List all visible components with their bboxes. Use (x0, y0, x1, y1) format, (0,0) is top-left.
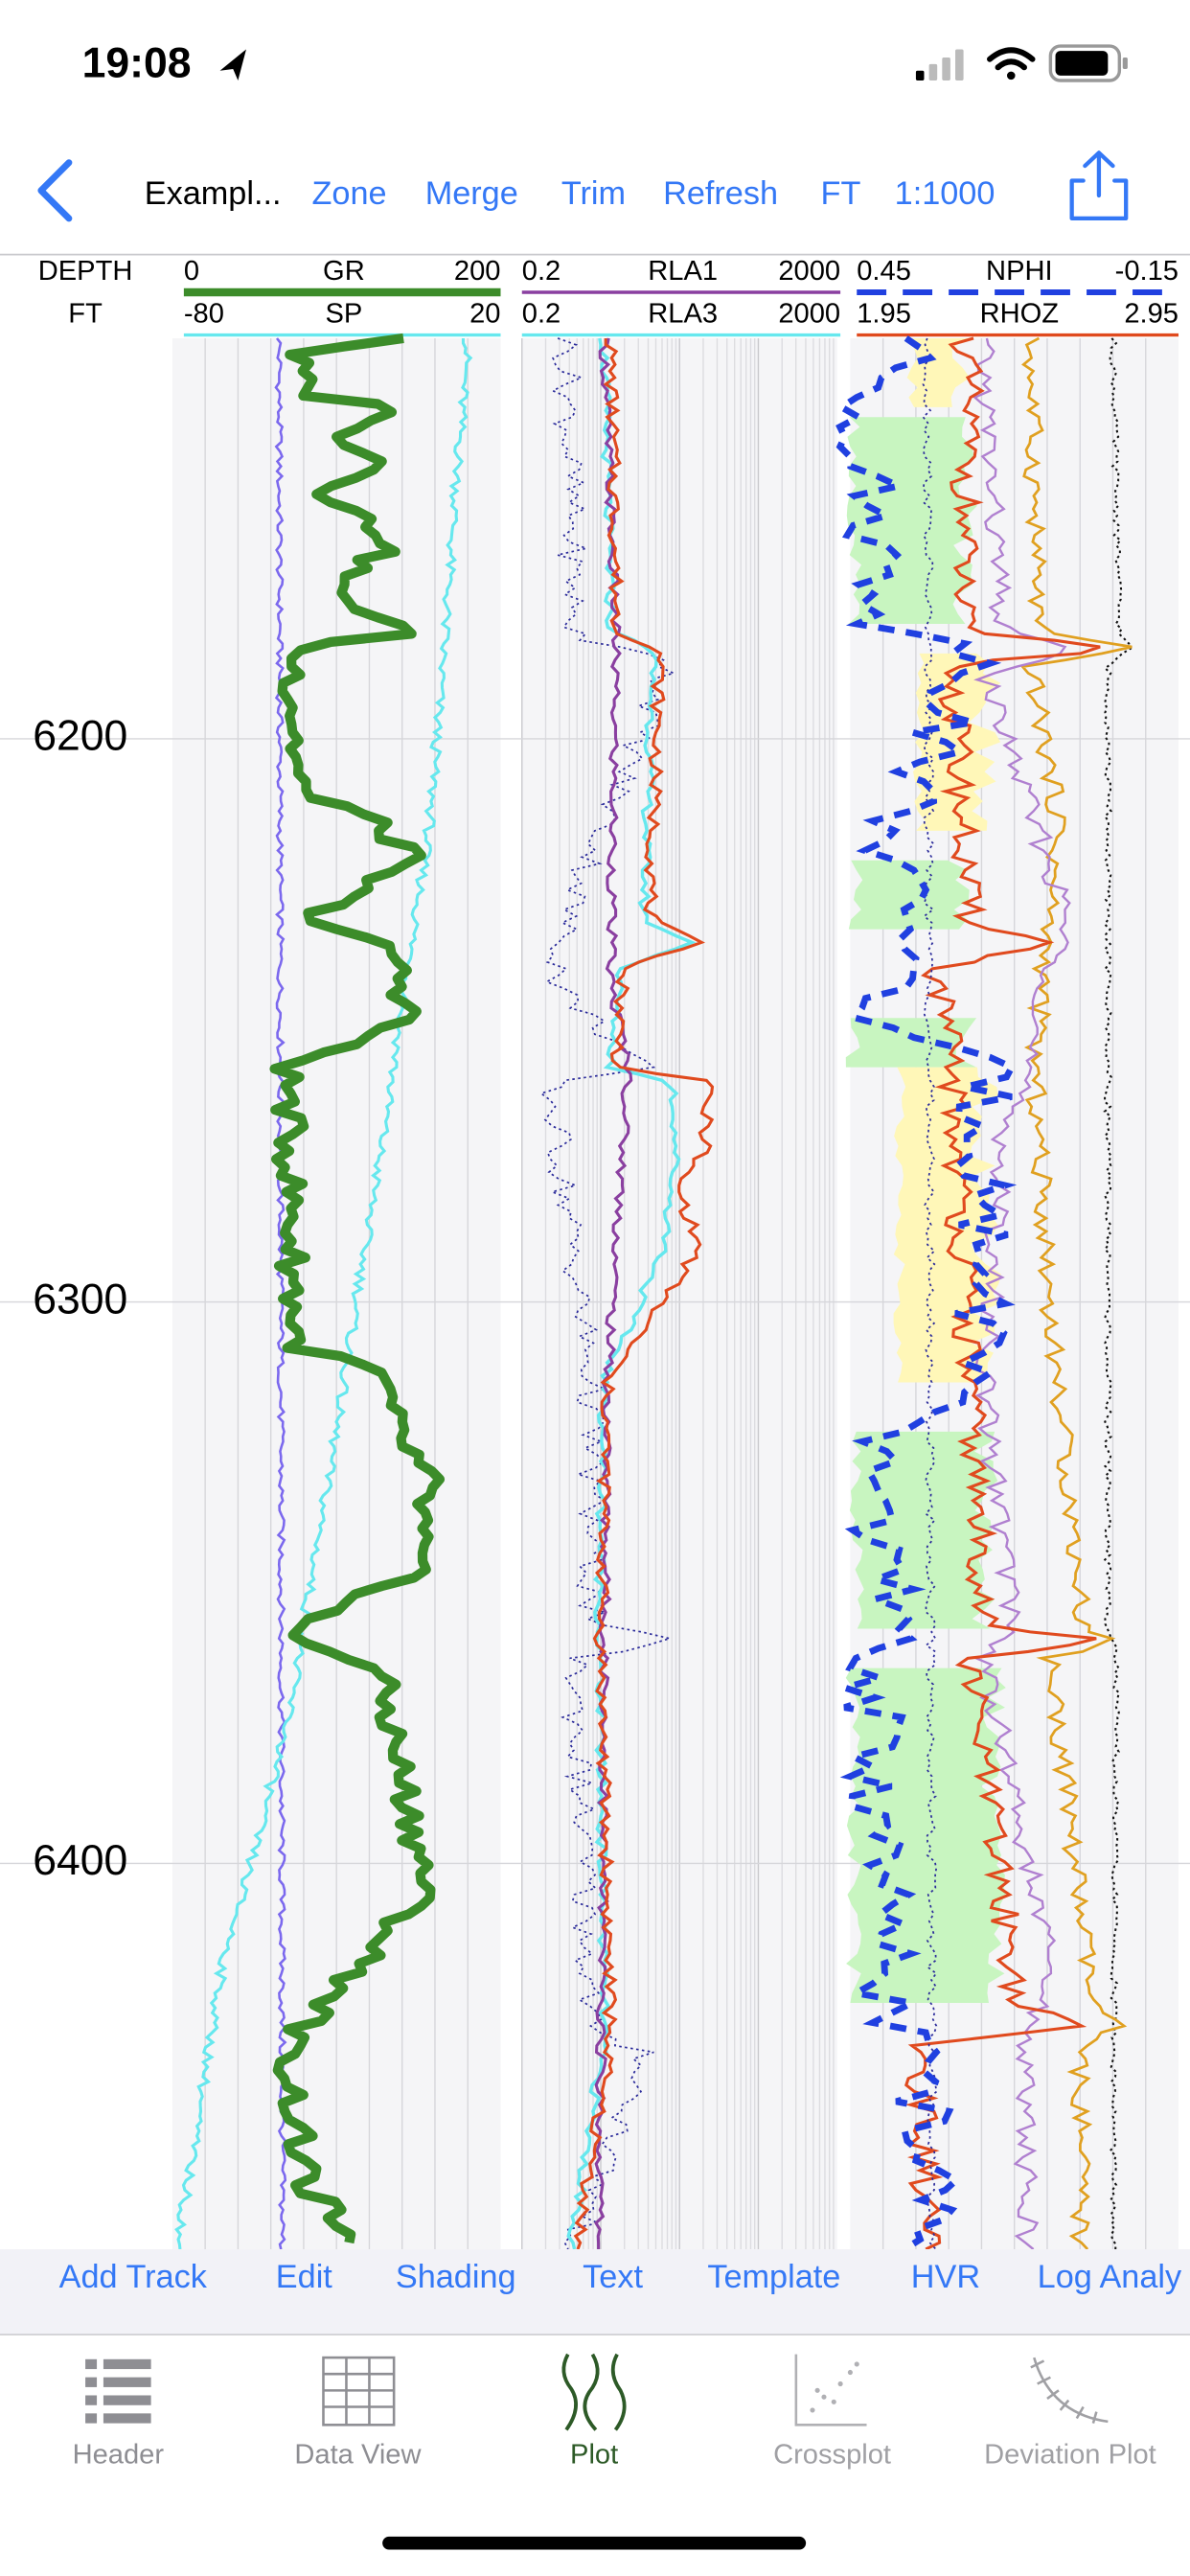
crossover-fill (845, 1018, 977, 1068)
scale-min: 0.45 (857, 256, 911, 287)
header-tab-icon[interactable] (85, 2358, 151, 2424)
curve-name: RLA1 (648, 256, 718, 287)
depth-label: 6300 (33, 1276, 127, 1322)
toolbar-button[interactable]: Shading (396, 2259, 516, 2295)
black-dotted-curve (1103, 337, 1133, 2250)
orange-curve (1019, 336, 1133, 2250)
rla1-curve (594, 337, 633, 2250)
depth-label: 6400 (33, 1837, 127, 1884)
rhoz-curve (904, 336, 1101, 2251)
home-indicator (382, 2536, 807, 2550)
scale-min: -80 (184, 299, 224, 330)
battery-icon (1048, 44, 1128, 82)
back-button[interactable] (37, 159, 73, 222)
plot-tab-icon[interactable] (561, 2353, 627, 2431)
toolbar-button[interactable]: Log Analy (1038, 2259, 1182, 2295)
toolbar-button[interactable]: Text (583, 2259, 643, 2295)
nphi-dotted-curve (922, 337, 938, 2250)
tab-label[interactable]: Deviation Plot (984, 2440, 1156, 2471)
gas-fill (912, 653, 1001, 831)
curve-name: GR (323, 256, 365, 287)
crossplot-tab-icon[interactable] (794, 2354, 867, 2426)
depth-header: FT (68, 299, 103, 330)
wifi-icon (987, 47, 1036, 80)
curve-name: RHOZ (980, 299, 1059, 330)
deviation-plot-tab-icon[interactable] (1030, 2357, 1109, 2424)
curve-name: SP (325, 299, 362, 330)
data-view-tab-icon[interactable] (322, 2356, 396, 2426)
crossover-fill (846, 417, 977, 625)
location-icon (219, 49, 246, 81)
share-button[interactable] (1069, 150, 1129, 221)
scale-max: -0.15 (1115, 256, 1179, 287)
nav-action[interactable]: 1:1000 (895, 175, 995, 212)
signal-icon (915, 49, 964, 81)
status-time: 19:08 (82, 39, 192, 86)
toolbar-button[interactable]: Add Track (59, 2259, 208, 2295)
nav-action[interactable]: FT (821, 175, 861, 212)
toolbar-button[interactable]: HVR (911, 2259, 980, 2295)
log-title: Exampl... (145, 175, 282, 212)
toolbar-bg (0, 2249, 1190, 2335)
scale-max: 2000 (778, 256, 840, 287)
scale-min: 1.95 (857, 299, 911, 330)
toolbar-button[interactable]: Template (707, 2259, 840, 2295)
nphi-curve (833, 335, 1018, 2252)
tab-label[interactable]: Plot (570, 2440, 618, 2471)
tab-label[interactable]: Crossplot (773, 2440, 891, 2471)
gr-curve (269, 333, 446, 2244)
tab-label[interactable]: Header (73, 2440, 165, 2471)
tab-label[interactable]: Data View (294, 2440, 422, 2471)
depth-header: DEPTH (38, 256, 133, 287)
depth-label: 6200 (33, 713, 127, 760)
nav-action[interactable]: Trim (561, 175, 626, 212)
crossover-fill (848, 860, 970, 930)
curve-name: NPHI (986, 256, 1053, 287)
scale-max: 2.95 (1124, 299, 1179, 330)
scale-max: 2000 (778, 299, 840, 330)
scale-min: 0 (184, 256, 199, 287)
rla-red-curve (573, 337, 715, 2250)
gas-fill (906, 337, 971, 407)
scale-max: 20 (469, 299, 500, 330)
nav-action[interactable]: Zone (311, 175, 386, 212)
scale-max: 200 (454, 256, 501, 287)
scale-min: 0.2 (522, 299, 561, 330)
curve-name: RLA3 (648, 299, 718, 330)
scale-min: 0.2 (522, 256, 561, 287)
nav-action[interactable]: Refresh (663, 175, 778, 212)
nav-action[interactable]: Merge (425, 175, 518, 212)
toolbar-button[interactable]: Edit (276, 2259, 333, 2295)
sp-cyan-curve (174, 337, 473, 2250)
